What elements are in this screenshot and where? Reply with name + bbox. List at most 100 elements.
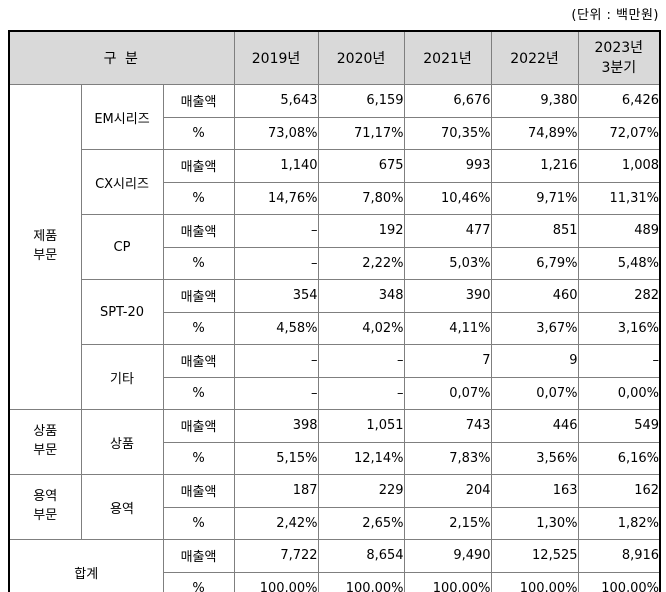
table-body: 제품 부문 EM시리즈 매출액 5,643 6,159 6,676 9,380 6… — [8, 84, 661, 592]
value-cell: 4,11% — [403, 311, 492, 345]
table-row: CP 매출액 – 192 477 851 489 — [9, 214, 661, 280]
value-cell: 100,00% — [317, 571, 405, 592]
value-cell: 993 — [403, 149, 492, 183]
value-cell: – — [317, 376, 405, 410]
value-cell: 390 — [403, 279, 492, 313]
value-cell: 9,380 — [490, 84, 579, 118]
value-cell: 549 — [577, 409, 661, 443]
value-cell: 1,008 — [577, 149, 661, 183]
sales-by-segment-table: 구 분 2019년 2020년 2021년 2022년 2023년 3분기 제품 부… — [8, 30, 662, 592]
value-cell: 477 — [403, 214, 492, 248]
header-category: 구 분 — [8, 30, 235, 85]
division-goods-line1: 상품 — [33, 424, 58, 440]
value-cell: – — [233, 376, 319, 410]
value-cell: 8,654 — [317, 539, 405, 573]
value-cell: 9,490 — [403, 539, 492, 573]
product-spt20: SPT-20 — [80, 279, 164, 345]
header-year-2022: 2022년 — [490, 30, 579, 85]
value-cell: 7 — [403, 344, 492, 378]
table-row: CX시리즈 매출액 1,140 675 993 1,216 1,008 — [9, 149, 661, 215]
value-cell: 398 — [233, 409, 319, 443]
value-cell: 446 — [490, 409, 579, 443]
value-cell: 851 — [490, 214, 579, 248]
table-row: 기타 매출액 – – 7 9 – — [9, 344, 661, 410]
metric-label: % — [162, 571, 235, 592]
header-row: 구 분 2019년 2020년 2021년 2022년 2023년 3분기 — [8, 30, 661, 85]
total-label: 합계 — [8, 539, 164, 592]
value-cell: 187 — [233, 474, 319, 508]
metric-label: % — [162, 116, 235, 150]
value-cell: 354 — [233, 279, 319, 313]
value-cell: 100,00% — [490, 571, 579, 592]
value-cell: 12,525 — [490, 539, 579, 573]
metric-label: 매출액 — [162, 344, 235, 378]
unit-label: (단위 : 백만원) — [571, 8, 659, 23]
value-cell: 282 — [577, 279, 661, 313]
value-cell: 72,07% — [577, 116, 661, 150]
metric-label: % — [162, 441, 235, 475]
value-cell: 9 — [490, 344, 579, 378]
table-row: 용역 부문 용역 매출액 187 229 204 163 162 — [8, 474, 661, 540]
value-cell: 7,722 — [233, 539, 319, 573]
metric-label: 매출액 — [162, 214, 235, 248]
header-year-2020: 2020년 — [317, 30, 405, 85]
value-cell: 71,17% — [317, 116, 405, 150]
table-row: % 73,08% 71,17% 70,35% 74,89% 72,07% — [9, 116, 661, 150]
metric-label: % — [162, 246, 235, 280]
division-product-line2: 부문 — [33, 248, 58, 263]
header-year-2023q3: 2023년 3분기 — [577, 30, 661, 85]
value-cell: 5,03% — [403, 246, 492, 280]
value-cell: 743 — [403, 409, 492, 443]
value-cell: 100,00% — [403, 571, 492, 592]
value-cell: 11,31% — [577, 181, 661, 215]
product-cx-series: CX시리즈 — [80, 149, 164, 215]
metric-label: % — [162, 506, 235, 540]
table-header: 구 분 2019년 2020년 2021년 2022년 2023년 3분기 — [8, 30, 661, 85]
value-cell: 1,051 — [317, 409, 405, 443]
value-cell: 6,676 — [403, 84, 492, 118]
value-cell: 1,82% — [577, 506, 661, 540]
metric-label: 매출액 — [162, 474, 235, 508]
value-cell: 4,02% — [317, 311, 405, 345]
value-cell: 229 — [317, 474, 405, 508]
division-service: 용역 부문 — [8, 474, 82, 540]
value-cell: 100,00% — [577, 571, 661, 592]
value-cell: 489 — [577, 214, 661, 248]
value-cell: 70,35% — [403, 116, 492, 150]
table-row: % 5,15% 12,14% 7,83% 3,56% 6,16% — [9, 441, 661, 475]
metric-label: 매출액 — [162, 409, 235, 443]
value-cell: 100,00% — [233, 571, 319, 592]
header-year-2023-line1: 2023년 — [594, 39, 644, 56]
table-row: % 14,76% 7,80% 10,46% 9,71% 11,31% — [9, 181, 661, 215]
metric-label: % — [162, 311, 235, 345]
value-cell: 6,159 — [317, 84, 405, 118]
product-etc: 기타 — [80, 344, 164, 410]
table-row: 합계 매출액 7,722 8,654 9,490 12,525 8,916 — [8, 539, 661, 592]
value-cell: 10,46% — [403, 181, 492, 215]
value-cell: 460 — [490, 279, 579, 313]
value-cell: 2,15% — [403, 506, 492, 540]
table-row: 상품 부문 상품 매출액 398 1,051 743 446 549 — [8, 409, 661, 475]
value-cell: 204 — [403, 474, 492, 508]
value-cell: 1,140 — [233, 149, 319, 183]
value-cell: 192 — [317, 214, 405, 248]
value-cell: 0,00% — [577, 376, 661, 410]
value-cell: 2,42% — [233, 506, 319, 540]
value-cell: 5,643 — [233, 84, 319, 118]
value-cell: 7,80% — [317, 181, 405, 215]
metric-label: 매출액 — [162, 279, 235, 313]
value-cell: 163 — [490, 474, 579, 508]
value-cell: 0,07% — [403, 376, 492, 410]
division-goods: 상품 부문 — [8, 409, 82, 475]
division-service-line1: 용역 — [33, 489, 58, 505]
metric-label: 매출액 — [162, 539, 235, 573]
value-cell: 6,79% — [490, 246, 579, 280]
value-cell: 3,56% — [490, 441, 579, 475]
metric-label: 매출액 — [162, 149, 235, 183]
header-year-2023-line2: 3분기 — [601, 60, 637, 76]
value-cell: 6,16% — [577, 441, 661, 475]
value-cell: 3,67% — [490, 311, 579, 345]
value-cell: 1,30% — [490, 506, 579, 540]
value-cell: 74,89% — [490, 116, 579, 150]
